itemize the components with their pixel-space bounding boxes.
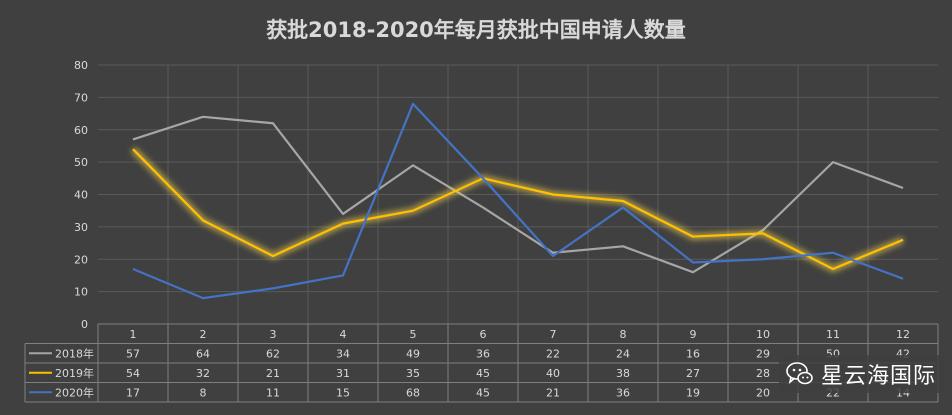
data-label: 29: [756, 347, 770, 360]
watermark-text: 星云海国际: [820, 364, 936, 389]
data-label: 38: [616, 367, 630, 380]
y-tick-label: 40: [74, 189, 88, 202]
chart-title: 获批2018-2020年每月获批中国申请人数量: [266, 18, 686, 42]
data-label: 20: [756, 386, 770, 399]
data-label: 36: [476, 347, 490, 360]
y-tick-label: 20: [74, 253, 88, 266]
data-label: 68: [406, 386, 420, 399]
data-label: 16: [686, 347, 700, 360]
data-label: 17: [126, 386, 140, 399]
series-line-2020年: [132, 102, 904, 300]
data-label: 54: [126, 367, 140, 380]
data-label: 40: [546, 367, 560, 380]
data-label: 45: [476, 386, 490, 399]
y-tick-label: 50: [74, 156, 88, 169]
data-label: 57: [126, 347, 140, 360]
data-label: 64: [196, 347, 210, 360]
data-label: 24: [616, 347, 630, 360]
data-label: 8: [200, 386, 207, 399]
series-line-2018年: [132, 115, 904, 274]
x-tick-label: 6: [480, 328, 487, 341]
data-label: 35: [406, 367, 420, 380]
x-tick-label: 2: [200, 328, 207, 341]
data-label: 21: [266, 367, 280, 380]
data-label: 49: [406, 347, 420, 360]
y-tick-label: 60: [74, 124, 88, 137]
y-tick-label: 10: [74, 286, 88, 299]
x-tick-label: 4: [340, 328, 347, 341]
x-tick-label: 8: [620, 328, 627, 341]
data-label: 27: [686, 367, 700, 380]
legend-label: 2019年: [55, 366, 94, 380]
x-tick-label: 5: [410, 328, 417, 341]
watermark: 星云海国际: [778, 355, 946, 393]
data-label: 36: [616, 386, 630, 399]
data-label: 34: [336, 347, 350, 360]
x-tick-label: 11: [826, 328, 840, 341]
y-tick-label: 70: [74, 91, 88, 104]
data-label: 21: [546, 386, 560, 399]
series-line-2019年: [132, 148, 904, 271]
x-tick-label: 7: [550, 328, 557, 341]
data-label: 11: [266, 386, 280, 399]
x-tick-label: 1: [130, 328, 137, 341]
legend-label: 2020年: [55, 385, 94, 399]
data-label: 45: [476, 367, 490, 380]
data-label: 28: [756, 367, 770, 380]
data-label: 15: [336, 386, 350, 399]
x-tick-label: 10: [756, 328, 770, 341]
y-tick-label: 80: [74, 59, 88, 72]
data-label: 31: [336, 367, 350, 380]
x-tick-label: 12: [896, 328, 910, 341]
data-label: 22: [546, 347, 560, 360]
x-tick-label: 9: [690, 328, 697, 341]
data-label: 32: [196, 367, 210, 380]
legend-label: 2018年: [55, 346, 94, 360]
data-label: 19: [686, 386, 700, 399]
x-tick-label: 3: [270, 328, 277, 341]
y-tick-label: 30: [74, 221, 88, 234]
y-tick-label: 0: [81, 318, 88, 331]
data-label: 62: [266, 347, 280, 360]
wechat-icon: [786, 362, 813, 385]
